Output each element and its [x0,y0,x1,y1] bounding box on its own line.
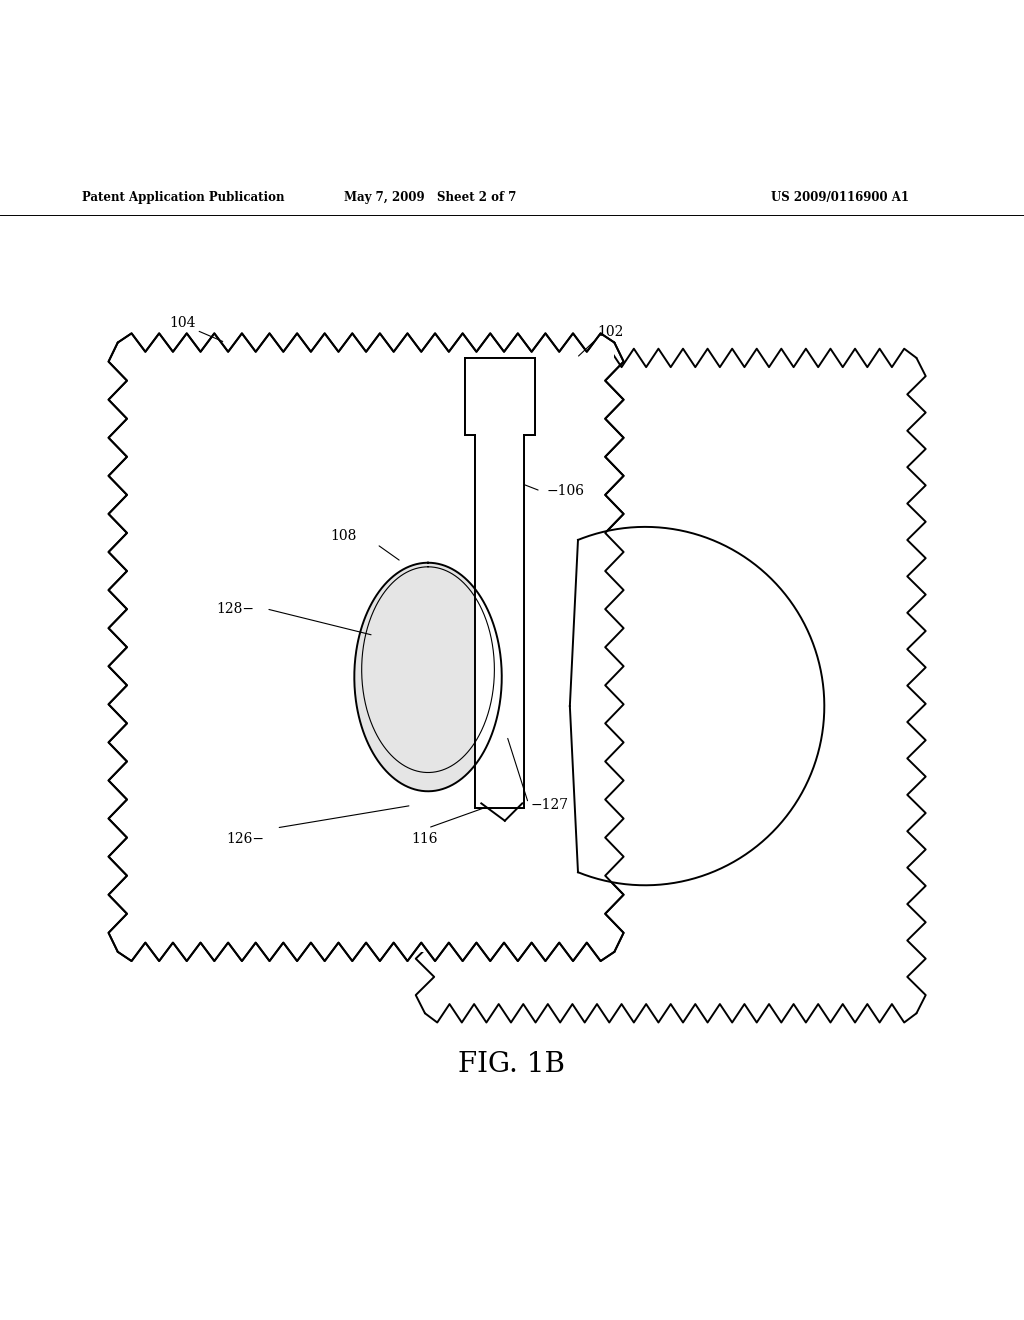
Text: −127: −127 [530,799,568,812]
Text: US 2009/0116900 A1: US 2009/0116900 A1 [771,190,908,203]
Text: −106: −106 [547,484,585,498]
Text: 108: 108 [330,529,356,544]
Text: May 7, 2009   Sheet 2 of 7: May 7, 2009 Sheet 2 of 7 [344,190,516,203]
Text: 126−: 126− [226,832,264,846]
Text: 128−: 128− [216,602,254,616]
Text: 102: 102 [597,326,624,339]
Bar [465,358,535,434]
Text: 104: 104 [169,317,196,330]
Bar [425,358,916,1014]
Polygon shape [354,562,502,791]
Text: 116: 116 [412,832,438,846]
Bar [465,358,535,808]
Bar [475,434,524,808]
Text: FIG. 1B: FIG. 1B [459,1051,565,1078]
Bar [118,343,614,952]
Text: Patent Application Publication: Patent Application Publication [82,190,285,203]
Circle shape [466,527,824,886]
